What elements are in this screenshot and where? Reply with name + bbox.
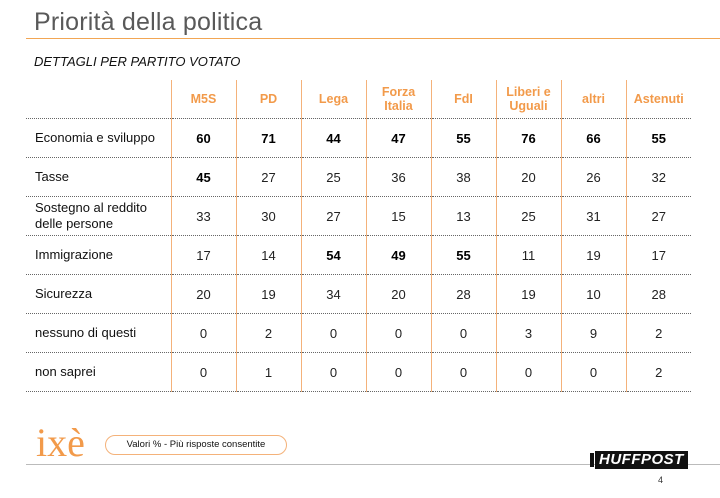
table-cell: 66 (561, 118, 627, 158)
table-cell: 20 (171, 274, 237, 314)
table-cell: 19 (496, 274, 562, 314)
table-cell: 0 (171, 352, 237, 392)
table-cell: 15 (366, 196, 432, 236)
table-cell: 17 (626, 235, 691, 275)
row-label: Economia e sviluppo (26, 118, 172, 158)
table-cell: 0 (171, 313, 237, 353)
table-cell: 9 (561, 313, 627, 353)
values-note: Valori % - Più risposte consentite (105, 435, 287, 455)
table-header-row: M5S PD Lega Forza Italia FdI Liberi e Ug… (26, 80, 691, 119)
table-cell: 45 (171, 157, 237, 197)
table-cell: 49 (366, 235, 432, 275)
table-cell: 30 (236, 196, 302, 236)
column-header: Forza Italia (366, 80, 432, 119)
huffpost-wordmark: HUFFPOST (595, 451, 688, 469)
table-cell: 0 (301, 352, 367, 392)
title-divider (26, 38, 720, 39)
table-cell: 36 (366, 157, 432, 197)
table-cell: 0 (301, 313, 367, 353)
ixe-logo: ixè (36, 423, 96, 471)
row-label: Sostegno al reddito delle persone (26, 196, 172, 236)
table-cell: 25 (496, 196, 562, 236)
table-cell: 0 (366, 313, 432, 353)
table-cell: 2 (626, 352, 691, 392)
table-cell: 0 (561, 352, 627, 392)
table-cell: 28 (626, 274, 691, 314)
table-cell: 47 (366, 118, 432, 158)
table-cell: 0 (366, 352, 432, 392)
row-label: Tasse (26, 157, 172, 197)
table-cell: 20 (366, 274, 432, 314)
row-label: Immigrazione (26, 235, 172, 275)
column-header: FdI (431, 80, 497, 119)
table-cell: 54 (301, 235, 367, 275)
table-cell: 34 (301, 274, 367, 314)
table-row: Economia e sviluppo 60 71 44 47 55 76 66 55 (26, 118, 691, 158)
table-cell: 25 (301, 157, 367, 197)
section-subtitle: DETTAGLI PER PARTITO VOTATO (34, 54, 241, 69)
column-header: M5S (171, 80, 237, 119)
table-cell: 26 (561, 157, 627, 197)
table-cell: 55 (626, 118, 691, 158)
column-header: Lega (301, 80, 367, 119)
table-cell: 1 (236, 352, 302, 392)
page-number: 4 (658, 475, 664, 485)
page-title: Priorità della politica (34, 8, 263, 36)
row-label: Sicurezza (26, 274, 172, 314)
table-cell: 17 (171, 235, 237, 275)
header-corner (26, 80, 172, 119)
table-cell: 11 (496, 235, 562, 275)
table-cell: 19 (561, 235, 627, 275)
table-cell: 2 (236, 313, 302, 353)
table-cell: 71 (236, 118, 302, 158)
table-cell: 19 (236, 274, 302, 314)
table-cell: 0 (431, 313, 497, 353)
table-cell: 44 (301, 118, 367, 158)
footer-divider (26, 464, 720, 465)
table-cell: 14 (236, 235, 302, 275)
row-label: nessuno di questi (26, 313, 172, 353)
logo-text: ixè (36, 420, 85, 465)
table-cell: 55 (431, 235, 497, 275)
table-row: Sicurezza 20 19 34 20 28 19 10 28 (26, 274, 691, 314)
column-header: PD (236, 80, 302, 119)
table-cell: 13 (431, 196, 497, 236)
table-cell: 28 (431, 274, 497, 314)
column-header: altri (561, 80, 627, 119)
table-cell: 2 (626, 313, 691, 353)
table-row: Immigrazione 17 14 54 49 55 11 19 17 (26, 235, 691, 275)
table-cell: 55 (431, 118, 497, 158)
table-cell: 31 (561, 196, 627, 236)
column-header: Liberi e Uguali (496, 80, 562, 119)
column-header: Astenuti (626, 80, 691, 119)
table-cell: 60 (171, 118, 237, 158)
table-cell: 76 (496, 118, 562, 158)
results-table: M5S PD Lega Forza Italia FdI Liberi e Ug… (26, 80, 691, 392)
table-cell: 0 (496, 352, 562, 392)
table-cell: 20 (496, 157, 562, 197)
table-cell: 32 (626, 157, 691, 197)
row-label: non saprei (26, 352, 172, 392)
table-cell: 3 (496, 313, 562, 353)
table-row: Tasse 45 27 25 36 38 20 26 32 (26, 157, 691, 197)
table-row: nessuno di questi 0 2 0 0 0 3 9 2 (26, 313, 691, 353)
table-cell: 10 (561, 274, 627, 314)
table-cell: 0 (431, 352, 497, 392)
huffpost-logo: HUFFPOST (590, 450, 688, 470)
huffpost-bar-icon (590, 453, 594, 467)
table-row: Sostegno al reddito delle persone 33 30 27 1… (26, 196, 691, 236)
table-cell: 27 (626, 196, 691, 236)
table-row: non saprei 0 1 0 0 0 0 0 2 (26, 352, 691, 392)
table-cell: 38 (431, 157, 497, 197)
table-cell: 33 (171, 196, 237, 236)
table-cell: 27 (301, 196, 367, 236)
table-cell: 27 (236, 157, 302, 197)
